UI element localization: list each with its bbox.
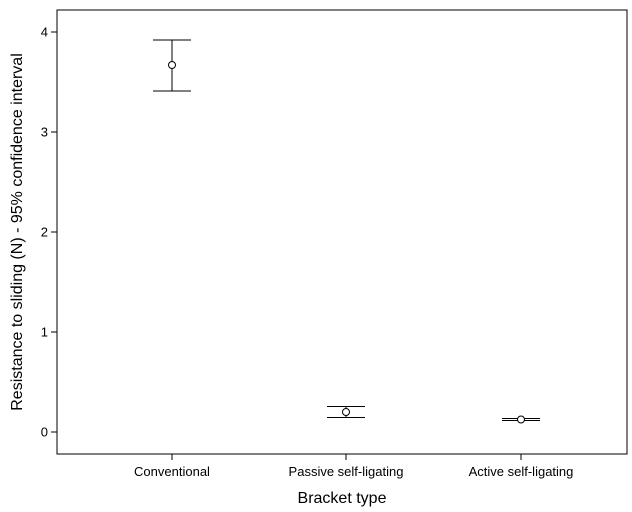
y-tick-label: 0 bbox=[41, 425, 48, 440]
error-bars bbox=[153, 39, 540, 424]
x-axis: Conventional Passive self-ligating Active … bbox=[134, 454, 573, 479]
x-tick-label: Active self-ligating bbox=[469, 464, 574, 479]
y-tick-label: 3 bbox=[41, 125, 48, 140]
y-axis: 0 1 2 3 4 bbox=[41, 25, 57, 440]
y-axis-title: Resistance to sliding (N) - 95% confiden… bbox=[9, 53, 26, 411]
x-tick-label: Passive self-ligating bbox=[289, 464, 404, 479]
y-tick-label: 4 bbox=[41, 25, 48, 40]
y-tick-label: 2 bbox=[41, 225, 48, 240]
y-tick-label: 1 bbox=[41, 325, 48, 340]
plot-frame bbox=[56, 9, 628, 455]
mean-point bbox=[517, 415, 525, 424]
x-axis-title: Bracket type bbox=[298, 490, 387, 507]
mean-point bbox=[342, 408, 350, 416]
mean-point bbox=[168, 61, 176, 69]
x-tick-label: Conventional bbox=[134, 464, 210, 479]
